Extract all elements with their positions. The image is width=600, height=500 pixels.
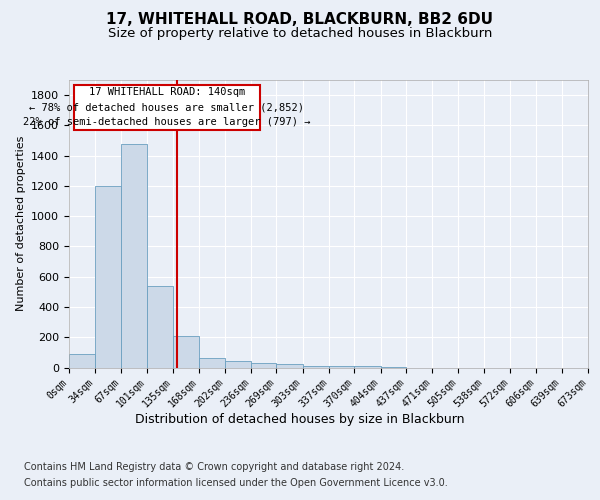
Text: 17, WHITEHALL ROAD, BLACKBURN, BB2 6DU: 17, WHITEHALL ROAD, BLACKBURN, BB2 6DU <box>107 12 493 28</box>
Bar <box>329 366 355 368</box>
Bar <box>251 363 277 368</box>
FancyBboxPatch shape <box>74 84 260 130</box>
Text: Contains HM Land Registry data © Crown copyright and database right 2024.: Contains HM Land Registry data © Crown c… <box>24 462 404 472</box>
Bar <box>121 144 147 368</box>
Bar <box>147 286 173 368</box>
Bar <box>69 354 95 368</box>
Bar <box>95 186 121 368</box>
Bar <box>173 336 199 368</box>
Bar <box>225 362 251 368</box>
Text: Distribution of detached houses by size in Blackburn: Distribution of detached houses by size … <box>135 412 465 426</box>
Y-axis label: Number of detached properties: Number of detached properties <box>16 136 26 312</box>
Bar <box>277 364 302 368</box>
Bar <box>302 366 329 368</box>
Text: Size of property relative to detached houses in Blackburn: Size of property relative to detached ho… <box>108 28 492 40</box>
Text: 17 WHITEHALL ROAD: 140sqm: 17 WHITEHALL ROAD: 140sqm <box>89 87 245 97</box>
Text: Contains public sector information licensed under the Open Government Licence v3: Contains public sector information licen… <box>24 478 448 488</box>
Bar <box>380 366 406 368</box>
Bar <box>199 358 225 368</box>
Text: 22% of semi-detached houses are larger (797) →: 22% of semi-detached houses are larger (… <box>23 118 311 128</box>
Bar <box>355 366 380 368</box>
Text: ← 78% of detached houses are smaller (2,852): ← 78% of detached houses are smaller (2,… <box>29 102 304 112</box>
